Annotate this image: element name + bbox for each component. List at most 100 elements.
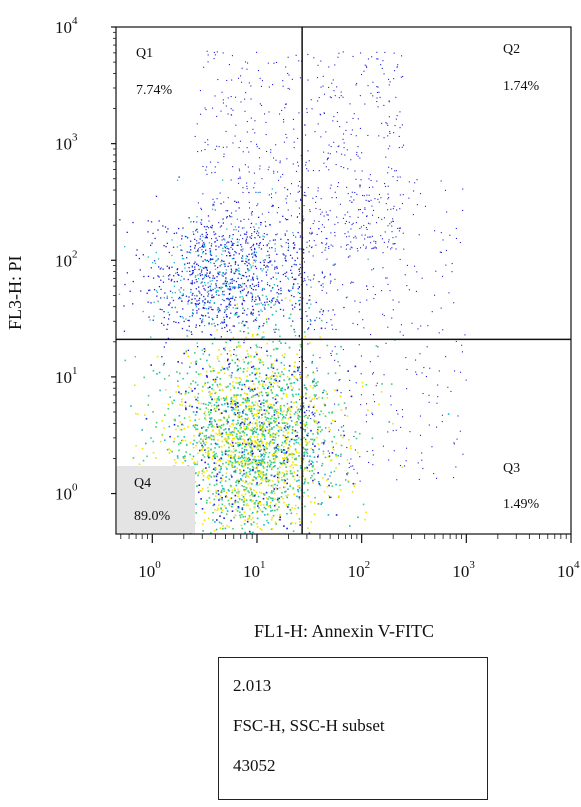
event-dot — [233, 242, 235, 244]
event-dot — [211, 308, 213, 311]
event-dot — [237, 201, 240, 203]
event-dot — [168, 278, 170, 280]
event-dot — [211, 238, 213, 240]
event-dot — [261, 336, 264, 338]
event-dot — [299, 524, 301, 526]
event-dot — [162, 275, 165, 277]
event-dot — [445, 249, 447, 251]
event-dot — [237, 415, 239, 418]
event-dot — [295, 424, 297, 426]
event-dot — [231, 510, 234, 512]
event-dot — [152, 440, 155, 443]
event-dot — [241, 410, 244, 413]
event-dot — [335, 164, 337, 166]
event-dot — [200, 223, 203, 225]
event-dot — [416, 271, 418, 273]
event-dot — [261, 510, 264, 513]
event-dot — [371, 437, 374, 439]
event-dot — [291, 183, 293, 185]
event-dot — [266, 400, 268, 402]
event-dot — [291, 276, 293, 278]
event-dot — [208, 483, 211, 486]
event-dot — [265, 480, 268, 483]
event-dot — [247, 332, 250, 334]
event-dot — [258, 391, 261, 394]
event-dot — [266, 501, 268, 503]
event-dot — [237, 405, 239, 408]
event-dot — [195, 275, 197, 277]
event-dot — [231, 442, 234, 444]
event-dot — [218, 294, 220, 296]
event-dot — [390, 395, 392, 397]
event-dot — [393, 52, 395, 54]
event-dot — [372, 373, 374, 375]
event-dot — [259, 528, 262, 530]
event-dot — [168, 448, 170, 450]
event-dot — [265, 274, 268, 276]
event-dot — [218, 430, 221, 433]
event-dot — [237, 445, 240, 447]
event-dot — [252, 245, 254, 247]
event-dot — [255, 401, 257, 403]
event-dot — [197, 303, 199, 305]
event-dot — [283, 440, 286, 443]
event-dot — [247, 441, 249, 443]
event-dot — [268, 318, 270, 320]
event-dot — [232, 527, 234, 530]
event-dot — [239, 437, 241, 439]
event-dot — [214, 543, 216, 545]
event-dot — [194, 419, 196, 422]
event-dot — [279, 466, 281, 468]
event-dot — [353, 199, 355, 201]
event-dot — [260, 309, 262, 311]
event-dot — [283, 379, 285, 381]
event-dot — [194, 303, 196, 305]
event-dot — [213, 462, 216, 464]
event-dot — [246, 236, 248, 238]
event-dot — [197, 202, 199, 204]
event-dot — [223, 263, 225, 265]
event-dot — [296, 251, 298, 253]
event-dot — [214, 209, 216, 211]
event-dot — [261, 543, 263, 545]
event-dot — [328, 169, 330, 171]
event-dot — [237, 387, 239, 389]
event-dot — [298, 540, 300, 542]
event-dot — [247, 353, 249, 355]
event-dot — [288, 377, 291, 380]
event-dot — [202, 446, 204, 448]
event-dot — [360, 355, 362, 357]
event-dot — [304, 440, 307, 443]
event-dot — [279, 513, 281, 516]
event-dot — [287, 249, 289, 251]
event-dot — [195, 360, 198, 363]
event-dot — [289, 470, 292, 472]
event-dot — [330, 244, 332, 246]
event-dot — [368, 178, 370, 180]
event-dot — [228, 490, 230, 492]
event-dot — [268, 412, 270, 415]
event-dot — [256, 409, 258, 412]
event-dot — [258, 303, 260, 305]
event-dot — [233, 455, 236, 458]
event-dot — [239, 514, 241, 517]
event-dot — [254, 319, 256, 321]
event-dot — [308, 404, 311, 406]
event-dot — [123, 330, 126, 332]
event-dot — [219, 527, 222, 530]
event-dot — [227, 288, 229, 290]
event-dot — [303, 249, 305, 251]
event-dot — [267, 406, 269, 408]
event-dot — [177, 380, 179, 382]
event-dot — [363, 70, 365, 72]
event-dot — [167, 323, 169, 326]
event-dot — [298, 496, 301, 498]
event-dot — [296, 216, 298, 218]
event-dot — [224, 403, 226, 405]
event-dot — [268, 86, 270, 88]
event-dot — [223, 488, 225, 490]
event-dot — [210, 161, 212, 163]
event-dot — [335, 442, 338, 445]
event-dot — [196, 384, 199, 386]
event-dot — [231, 359, 234, 362]
